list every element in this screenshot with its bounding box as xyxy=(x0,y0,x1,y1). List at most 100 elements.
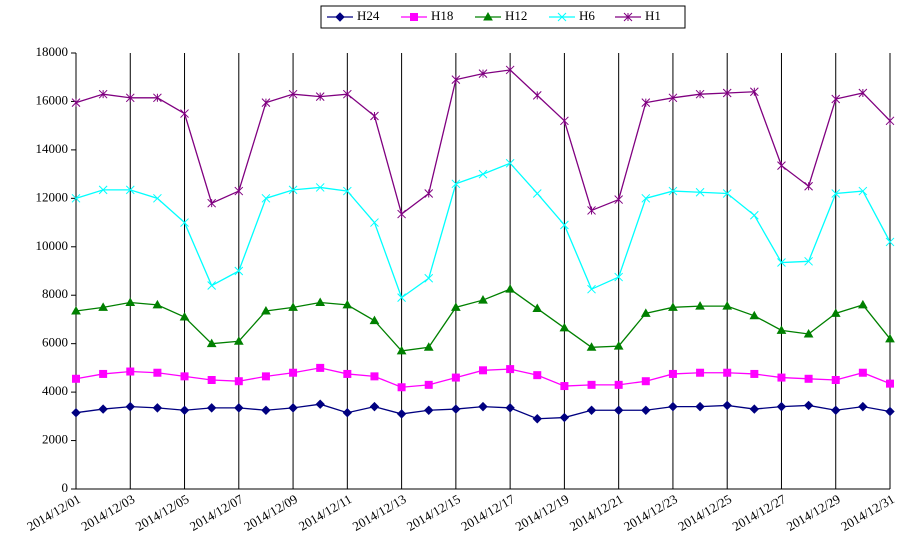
marker xyxy=(153,368,162,377)
marker xyxy=(397,383,406,392)
series xyxy=(71,65,895,219)
marker xyxy=(695,301,705,310)
marker xyxy=(623,12,633,22)
marker xyxy=(885,237,895,247)
marker xyxy=(586,342,597,351)
marker xyxy=(478,295,488,304)
series xyxy=(71,158,895,302)
x-tick-label: 2014/12/31 xyxy=(838,491,897,534)
marker xyxy=(532,303,543,313)
marker xyxy=(587,206,596,215)
marker xyxy=(614,195,624,204)
marker xyxy=(423,342,434,351)
marker xyxy=(233,336,244,345)
marker xyxy=(560,116,569,126)
marker xyxy=(71,98,81,108)
marker xyxy=(749,404,760,414)
legend-box xyxy=(320,5,686,29)
marker xyxy=(451,404,461,414)
marker xyxy=(288,302,298,311)
marker xyxy=(335,12,345,22)
marker xyxy=(614,272,624,282)
marker xyxy=(451,75,461,84)
marker xyxy=(396,345,407,355)
x-tick-label: 2014/12/21 xyxy=(567,491,626,534)
y-tick-label: 0 xyxy=(62,480,69,495)
marker xyxy=(424,380,433,389)
y-tick-label: 2000 xyxy=(42,432,68,447)
marker xyxy=(71,305,81,315)
marker xyxy=(99,369,108,378)
marker xyxy=(125,297,136,306)
marker xyxy=(668,369,677,378)
marker xyxy=(777,258,786,267)
marker xyxy=(370,372,379,381)
marker xyxy=(831,94,841,104)
marker xyxy=(858,368,867,377)
legend-label: H18 xyxy=(431,8,453,23)
marker xyxy=(613,405,624,415)
marker xyxy=(668,401,678,412)
marker xyxy=(505,158,515,168)
marker xyxy=(180,109,189,118)
marker xyxy=(207,281,217,290)
marker xyxy=(722,189,732,198)
marker xyxy=(885,333,895,343)
marker xyxy=(410,13,418,21)
x-tick-label: 2014/12/13 xyxy=(350,491,409,534)
marker xyxy=(316,363,325,372)
marker xyxy=(424,405,434,415)
marker xyxy=(696,368,705,377)
marker xyxy=(451,302,461,311)
marker xyxy=(207,198,217,208)
marker xyxy=(261,98,271,108)
marker xyxy=(342,186,352,196)
marker xyxy=(72,374,80,383)
x-tick-label: 2014/12/27 xyxy=(730,491,789,534)
marker xyxy=(180,372,189,381)
marker xyxy=(586,405,597,415)
marker xyxy=(777,373,786,382)
marker xyxy=(640,308,651,317)
marker xyxy=(776,325,787,334)
marker xyxy=(153,93,162,103)
marker xyxy=(641,193,651,203)
x-tick-label: 2014/12/07 xyxy=(187,491,246,534)
x-tick-label: 2014/12/17 xyxy=(458,491,517,534)
marker xyxy=(777,161,786,170)
marker xyxy=(505,284,515,293)
marker xyxy=(152,403,163,413)
y-tick-label: 6000 xyxy=(42,335,68,350)
marker xyxy=(315,183,325,192)
marker xyxy=(369,315,380,325)
x-tick-label: 2014/12/23 xyxy=(621,491,680,534)
marker xyxy=(261,405,271,415)
marker xyxy=(803,328,814,338)
marker xyxy=(532,189,542,198)
marker xyxy=(803,400,814,411)
marker xyxy=(749,310,760,320)
marker xyxy=(885,116,895,126)
marker xyxy=(831,405,841,415)
marker xyxy=(722,400,732,411)
marker xyxy=(152,299,163,309)
x-tick-label: 2014/12/03 xyxy=(78,491,137,534)
x-tick-label: 2014/12/29 xyxy=(784,491,843,534)
legend: H24 H18 H12 H6 H1 xyxy=(320,5,686,29)
marker xyxy=(98,302,108,311)
legend-label: H24 xyxy=(357,8,380,23)
marker xyxy=(234,403,244,413)
series xyxy=(72,363,894,392)
marker xyxy=(288,89,298,99)
marker xyxy=(98,185,108,195)
marker xyxy=(776,401,787,412)
legend-label: H6 xyxy=(579,8,595,23)
marker xyxy=(153,193,162,203)
y-tick-label: 10000 xyxy=(36,238,69,253)
marker xyxy=(179,405,190,415)
marker xyxy=(560,220,569,230)
marker xyxy=(478,169,488,179)
marker xyxy=(587,380,596,389)
marker xyxy=(71,407,81,418)
